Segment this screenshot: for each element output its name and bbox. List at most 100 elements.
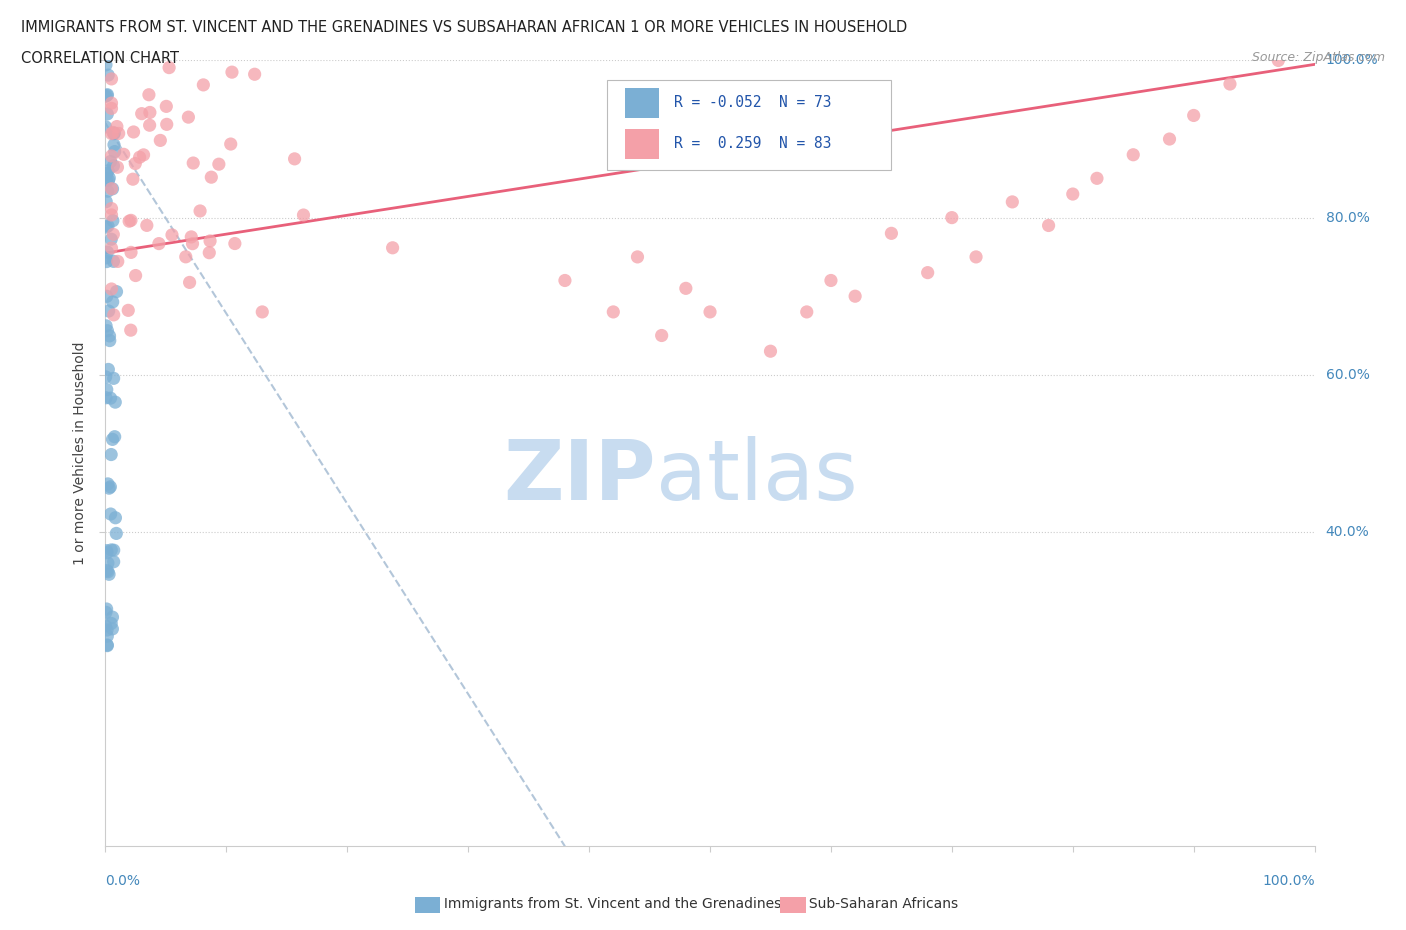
Point — [1182, 108, 1205, 123]
Point — [97, 362, 120, 377]
Point — [1085, 171, 1108, 186]
Point — [105, 526, 128, 541]
Point — [193, 77, 215, 92]
Point — [188, 204, 211, 219]
Point — [103, 308, 125, 323]
Point — [103, 254, 125, 269]
Point — [96, 87, 118, 102]
Point — [120, 213, 142, 228]
Point — [965, 249, 987, 264]
Text: IMMIGRANTS FROM ST. VINCENT AND THE GRENADINES VS SUBSAHARAN AFRICAN 1 OR MORE V: IMMIGRANTS FROM ST. VINCENT AND THE GREN… — [21, 20, 907, 35]
Point — [96, 166, 118, 181]
Point — [94, 318, 117, 333]
Point — [149, 133, 172, 148]
Point — [198, 233, 221, 248]
Point — [103, 543, 125, 558]
Point — [96, 629, 118, 644]
Point — [157, 60, 180, 75]
Point — [96, 219, 118, 234]
Point — [100, 282, 122, 297]
Point — [103, 158, 125, 173]
Point — [124, 268, 146, 283]
Point — [138, 87, 160, 102]
Point — [148, 236, 170, 251]
Point — [103, 227, 125, 242]
Point — [107, 126, 129, 140]
Point — [97, 219, 120, 233]
Point — [554, 273, 576, 288]
Point — [100, 96, 122, 111]
Point — [101, 621, 124, 636]
Point — [796, 304, 818, 319]
Point — [1001, 194, 1024, 209]
Point — [104, 511, 127, 525]
Point — [100, 447, 122, 462]
Point — [96, 173, 118, 188]
Point — [103, 554, 125, 569]
Point — [221, 65, 243, 80]
Point — [200, 170, 222, 185]
Point — [177, 110, 200, 125]
Point — [94, 618, 117, 633]
Point — [96, 289, 118, 304]
Point — [124, 156, 146, 171]
Text: 100.0%: 100.0% — [1326, 53, 1378, 68]
Point — [101, 181, 124, 196]
Point — [128, 150, 150, 165]
Point — [139, 105, 162, 120]
Point — [94, 391, 117, 405]
Point — [94, 119, 117, 134]
Point — [107, 254, 129, 269]
Point — [100, 507, 122, 522]
Text: 80.0%: 80.0% — [1326, 210, 1369, 225]
Point — [1038, 218, 1060, 232]
Text: Source: ZipAtlas.com: Source: ZipAtlas.com — [1251, 51, 1385, 64]
Point — [1159, 132, 1181, 147]
Point — [96, 88, 118, 103]
Point — [101, 125, 124, 140]
Point — [208, 157, 231, 172]
Point — [97, 303, 120, 318]
Point — [100, 616, 122, 631]
FancyBboxPatch shape — [626, 88, 659, 118]
Point — [179, 275, 201, 290]
Point — [96, 638, 118, 653]
Point — [96, 324, 118, 339]
Point — [100, 542, 122, 557]
Point — [97, 555, 120, 570]
Point — [1122, 147, 1144, 162]
Point — [98, 328, 121, 343]
Text: 100.0%: 100.0% — [1263, 874, 1315, 888]
Point — [94, 250, 117, 265]
Text: ZIP: ZIP — [503, 436, 655, 517]
Point — [98, 170, 121, 185]
Text: Immigrants from St. Vincent and the Grenadines: Immigrants from St. Vincent and the Gren… — [422, 897, 782, 911]
Point — [112, 147, 135, 162]
FancyBboxPatch shape — [626, 129, 659, 159]
Point — [118, 214, 141, 229]
Point — [602, 304, 624, 319]
Point — [105, 119, 128, 134]
Text: 40.0%: 40.0% — [1326, 525, 1369, 539]
Point — [103, 126, 125, 141]
Point — [103, 126, 125, 140]
Point — [131, 106, 153, 121]
Point — [155, 99, 177, 113]
Point — [98, 481, 121, 496]
Point — [284, 152, 307, 166]
Point — [101, 295, 124, 310]
Point — [103, 138, 125, 153]
Point — [138, 118, 160, 133]
Point — [96, 545, 118, 560]
Point — [181, 155, 204, 170]
Point — [100, 232, 122, 246]
Point — [626, 249, 648, 264]
Point — [122, 125, 145, 140]
Point — [1267, 53, 1289, 68]
Point — [1062, 187, 1084, 202]
Point — [101, 432, 124, 446]
Point — [96, 622, 118, 637]
Point — [675, 281, 697, 296]
Point — [181, 236, 204, 251]
Point — [100, 241, 122, 256]
